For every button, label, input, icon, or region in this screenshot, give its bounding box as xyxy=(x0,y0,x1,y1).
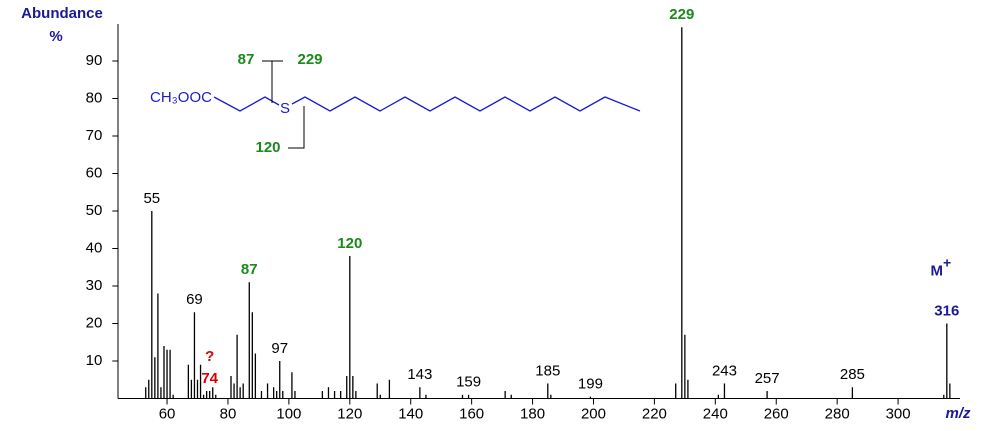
peak-label: 74 xyxy=(201,370,218,387)
y-tick-label: 20 xyxy=(86,314,103,331)
question-mark: ? xyxy=(205,348,214,365)
x-tick-label: 220 xyxy=(642,405,667,422)
peak-label: 55 xyxy=(143,190,160,207)
peak-label: 143 xyxy=(407,366,432,383)
fragment-label: 87 xyxy=(238,51,255,68)
y-tick-label: 70 xyxy=(86,127,103,144)
y-tick-label: 40 xyxy=(86,239,103,256)
y-tick-label: 30 xyxy=(86,277,103,294)
fragment-label: 229 xyxy=(297,51,322,68)
peak-label: 316 xyxy=(934,302,959,319)
y-tick-label: 50 xyxy=(86,202,103,219)
peak-label: 257 xyxy=(755,370,780,387)
x-tick-label: 80 xyxy=(220,405,237,422)
peak-label: 87 xyxy=(241,261,258,278)
x-tick-label: 260 xyxy=(764,405,789,422)
fragment-line xyxy=(288,106,305,149)
x-tick-label: 300 xyxy=(886,405,911,422)
chain-bond xyxy=(291,96,641,112)
x-tick-label: 240 xyxy=(703,405,728,422)
x-tick-label: 100 xyxy=(276,405,301,422)
y-axis-unit: % xyxy=(49,28,62,45)
structure: CH₃OOC S 87 229 120 xyxy=(150,51,641,156)
x-axis-label: m/z xyxy=(945,405,971,422)
peak-label: 199 xyxy=(578,376,603,393)
y-tick-label: 60 xyxy=(86,164,103,181)
peak-label: 229 xyxy=(669,6,694,23)
peak-label: 285 xyxy=(840,366,865,383)
y-tick-label: 10 xyxy=(86,352,103,369)
x-tick-label: 140 xyxy=(398,405,423,422)
y-tick-label: 80 xyxy=(86,89,103,106)
molecular-ion-label: M+ xyxy=(930,254,951,279)
peak-label: 97 xyxy=(271,340,288,357)
peak-label: 185 xyxy=(535,362,560,379)
x-tick-label: 160 xyxy=(459,405,484,422)
x-tick-label: 200 xyxy=(581,405,606,422)
peak-label: 69 xyxy=(186,291,203,308)
y-tick-label: 90 xyxy=(86,52,103,69)
peak-label: 159 xyxy=(456,374,481,391)
x-tick-label: 60 xyxy=(159,405,176,422)
peak-label: 243 xyxy=(712,362,737,379)
x-tick-label: 180 xyxy=(520,405,545,422)
ester-label: CH₃OOC xyxy=(150,89,212,106)
molecular-ion-charge: + xyxy=(943,254,951,270)
chain-bond xyxy=(213,96,280,112)
y-axis-label: Abundance xyxy=(21,5,103,22)
x-tick-label: 280 xyxy=(825,405,850,422)
x-tick-label: 120 xyxy=(337,405,362,422)
molecular-ion-letter: M xyxy=(930,262,943,279)
sulfur-label: S xyxy=(280,100,290,117)
fragment-label: 120 xyxy=(255,139,280,156)
peak-label: 120 xyxy=(337,235,362,252)
